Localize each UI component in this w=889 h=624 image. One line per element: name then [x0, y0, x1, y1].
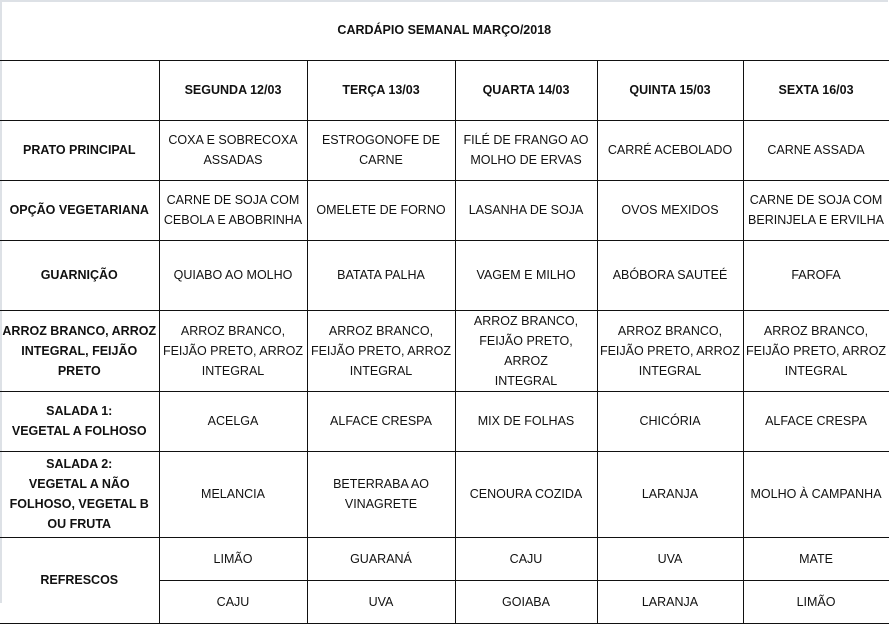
- menu-cell: ABÓBORA SAUTEÉ: [596, 239, 744, 311]
- menu-cell: ARROZ BRANCO, FEIJÃO PRETO, ARROZ INTEGR…: [596, 309, 744, 392]
- menu-cell: FILÉ DE FRANGO AO MOLHO DE ERVAS: [454, 119, 598, 181]
- menu-cell: MATE: [742, 536, 889, 581]
- menu-cell: OVOS MEXIDOS: [596, 179, 744, 241]
- day-header: QUINTA 15/03: [596, 59, 744, 121]
- row-label: GUARNIÇÃO: [0, 239, 160, 311]
- menu-cell: ACELGA: [158, 390, 308, 452]
- menu-cell: CAJU: [158, 579, 308, 624]
- menu-cell: CARNE DE SOJA COM BERINJELA E ERVILHA: [742, 179, 889, 241]
- menu-cell: LASANHA DE SOJA: [454, 179, 598, 241]
- table-row: GUARNIÇÃO QUIABO AO MOLHO BATATA PALHA VAGE…: [0, 239, 889, 311]
- table-row: SALADA 2: VEGETAL A NÃO FOLHOSO, VEGETAL…: [0, 450, 889, 538]
- header-row: SEGUNDA 12/03 TERÇA 13/03 QUARTA 14/03 Q…: [0, 59, 889, 121]
- menu-cell: VAGEM E MILHO: [454, 239, 598, 311]
- menu-cell: ALFACE CRESPA: [306, 390, 456, 452]
- day-header: SEGUNDA 12/03: [158, 59, 308, 121]
- menu-title: CARDÁPIO SEMANAL MARÇO/2018: [0, 0, 889, 61]
- table-row: PRATO PRINCIPAL COXA E SOBRECOXA ASSADAS E…: [0, 119, 889, 181]
- menu-cell: LARANJA: [596, 579, 744, 624]
- menu-cell: ARROZ BRANCO, FEIJÃO PRETO, ARROZ INTEGR…: [454, 309, 598, 392]
- table-row: OPÇÃO VEGETARIANA CARNE DE SOJA COM CEBOL…: [0, 179, 889, 241]
- menu-cell: LIMÃO: [158, 536, 308, 581]
- menu-cell: LIMÃO: [742, 579, 889, 624]
- menu-cell: CAJU: [454, 536, 598, 581]
- row-label: REFRESCOS: [0, 536, 160, 624]
- table-row: ARROZ BRANCO, ARROZ INTEGRAL, FEIJÃO PRE…: [0, 309, 889, 392]
- row-label: ARROZ BRANCO, ARROZ INTEGRAL, FEIJÃO PRE…: [0, 309, 160, 392]
- menu-cell: FAROFA: [742, 239, 889, 311]
- day-header: QUARTA 14/03: [454, 59, 598, 121]
- row-label: SALADA 2: VEGETAL A NÃO FOLHOSO, VEGETAL…: [0, 450, 160, 538]
- row-label: SALADA 1: VEGETAL A FOLHOSO: [0, 390, 160, 452]
- menu-cell: QUIABO AO MOLHO: [158, 239, 308, 311]
- menu-cell: ARROZ BRANCO, FEIJÃO PRETO, ARROZ INTEGR…: [306, 309, 456, 392]
- menu-cell: OMELETE DE FORNO: [306, 179, 456, 241]
- menu-cell: MOLHO À CAMPANHA: [742, 450, 889, 538]
- menu-cell: ESTROGONOFE DE CARNE: [306, 119, 456, 181]
- menu-cell: UVA: [306, 579, 456, 624]
- table-row: REFRESCOS LIMÃO GUARANÁ CAJU UVA MATE: [0, 536, 889, 624]
- table-row: SALADA 1: VEGETAL A FOLHOSO ACELGA ALFACE …: [0, 390, 889, 452]
- menu-cell: LARANJA: [596, 450, 744, 538]
- menu-cell: GUARANÁ: [306, 536, 456, 581]
- row-label: PRATO PRINCIPAL: [0, 119, 160, 181]
- menu-cell: BETERRABA AO VINAGRETE: [306, 450, 456, 538]
- menu-cell: CARNE ASSADA: [742, 119, 889, 181]
- menu-cell: ALFACE CRESPA: [742, 390, 889, 452]
- day-header: TERÇA 13/03: [306, 59, 456, 121]
- menu-cell: CARRÉ ACEBOLADO: [596, 119, 744, 181]
- day-header: SEXTA 16/03: [742, 59, 889, 121]
- menu-cell: CENOURA COZIDA: [454, 450, 598, 538]
- menu-cell: COXA E SOBRECOXA ASSADAS: [158, 119, 308, 181]
- menu-cell: BATATA PALHA: [306, 239, 456, 311]
- menu-cell: CARNE DE SOJA COM CEBOLA E ABOBRINHA: [158, 179, 308, 241]
- corner-cell: [0, 59, 160, 121]
- menu-cell: MIX DE FOLHAS: [454, 390, 598, 452]
- menu-cell: ARROZ BRANCO, FEIJÃO PRETO, ARROZ INTEGR…: [158, 309, 308, 392]
- menu-cell: GOIABA: [454, 579, 598, 624]
- menu-cell: UVA: [596, 536, 744, 581]
- row-label: OPÇÃO VEGETARIANA: [0, 179, 160, 241]
- menu-cell: CHICÓRIA: [596, 390, 744, 452]
- menu-cell: MELANCIA: [158, 450, 308, 538]
- menu-cell: ARROZ BRANCO, FEIJÃO PRETO, ARROZ INTEGR…: [742, 309, 889, 392]
